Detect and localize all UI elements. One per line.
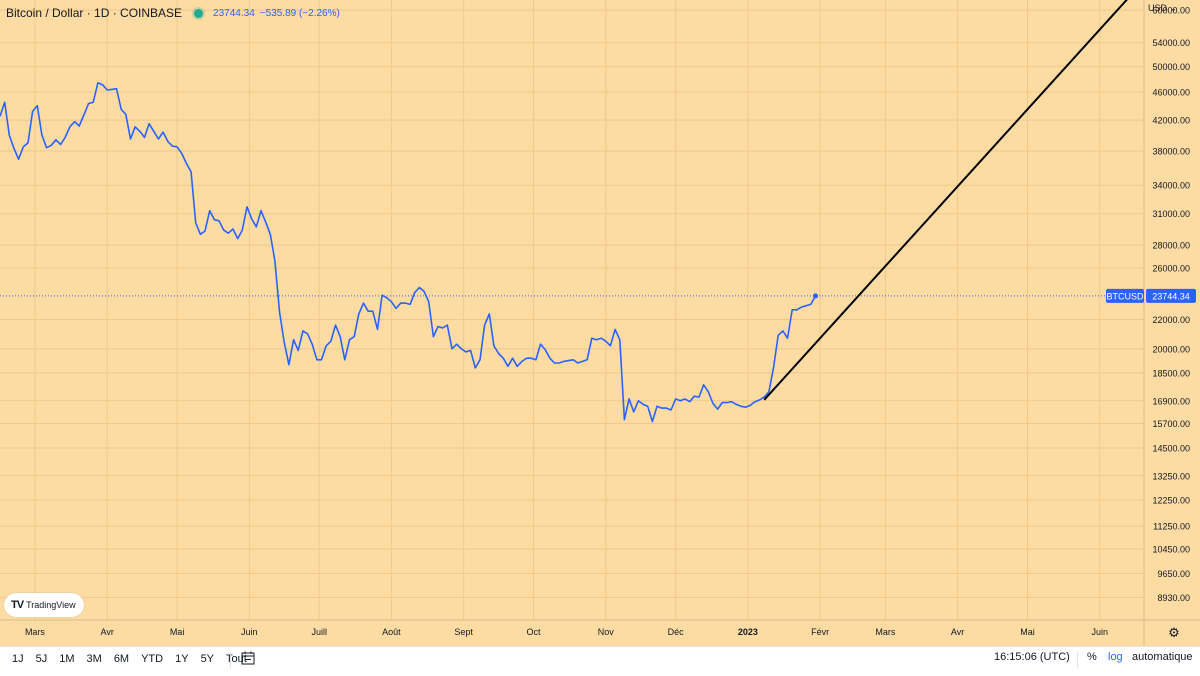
auto-scale-toggle[interactable]: automatique [1132, 651, 1193, 663]
y-tick-label: 16900.00 [1152, 396, 1190, 406]
currency-label: USD [1148, 3, 1168, 13]
y-tick-label: 8930.00 [1157, 593, 1190, 603]
percent-toggle[interactable]: % [1087, 651, 1097, 663]
range-button[interactable]: 3M [86, 652, 102, 665]
toolbar-divider [1077, 652, 1078, 668]
y-tick-label: 11250.00 [1153, 522, 1190, 532]
price-tag-label: 23744.34 [1152, 291, 1190, 301]
y-tick-label: 13250.00 [1152, 471, 1190, 481]
log-toggle[interactable]: log [1108, 651, 1123, 663]
y-tick-label: 20000.00 [1152, 344, 1190, 354]
range-button[interactable]: 1M [59, 652, 75, 665]
currency-selector[interactable]: USD ⌄ [1148, 3, 1196, 14]
range-button[interactable]: 5J [35, 652, 48, 665]
y-tick-label: 42000.00 [1152, 116, 1190, 126]
range-button[interactable]: 5Y [200, 652, 215, 665]
range-button[interactable]: YTD [141, 652, 164, 665]
symbol-title[interactable]: Bitcoin / Dollar · 1D · COINBASE [6, 6, 183, 20]
bottom-toolbar: 1J 5J 1M 3M 6M YTD 1Y 5Y Tout 16:15:06 (UTC) % l… [0, 646, 1200, 676]
y-tick-label: 12250.00 [1152, 495, 1190, 505]
x-tick-label: Févr [811, 627, 829, 637]
y-tick-label: 28000.00 [1152, 241, 1190, 251]
chart-area[interactable]: 60000.00 54000.00 50000.00 46000.00 42000.00… [0, 0, 1200, 646]
tradingview-logo[interactable]: TV TradingView [4, 593, 84, 617]
y-tick-label: 46000.00 [1152, 88, 1190, 98]
y-tick-label: 18500.00 [1152, 368, 1190, 378]
symbol-header: Bitcoin / Dollar · 1D · COINBASE 23744.3… [6, 5, 340, 21]
y-tick-label: 50000.00 [1152, 62, 1190, 72]
price-tag [1146, 288, 1196, 303]
range-button[interactable]: 6M [113, 652, 130, 665]
x-tick-label: Juill [311, 627, 327, 637]
x-tick-label: Avr [101, 627, 114, 637]
y-tick-label: 31000.00 [1152, 209, 1190, 219]
y-tick-label: 22000.00 [1152, 315, 1190, 325]
market-open-icon [194, 8, 204, 18]
y-tick-label: 14500.00 [1152, 443, 1190, 453]
x-tick-label: Nov [598, 627, 615, 637]
symbol-tag-label: BTCUSD [1106, 291, 1144, 301]
x-tick-label: Déc [668, 627, 685, 637]
last-point-marker [812, 293, 818, 299]
y-tick-label: 10450.00 [1152, 544, 1190, 554]
y-tick-label: 9650.00 [1157, 569, 1190, 579]
y-tick-label: 60000.00 [1152, 6, 1190, 16]
y-tick-label: 15700.00 [1152, 419, 1190, 429]
logo-text: TradingView [26, 600, 76, 610]
y-tick-label: 26000.00 [1152, 263, 1190, 273]
y-tick-label: 54000.00 [1152, 38, 1190, 48]
price-change: −535.89 (−2.26%) [259, 7, 340, 19]
x-tick-label: Oct [527, 627, 542, 637]
x-tick-label: Mars [25, 627, 45, 637]
clock-time[interactable]: 16:15:06 (UTC) [994, 651, 1070, 663]
range-button[interactable]: 1J [12, 652, 24, 665]
tradingview-icon: TV [11, 599, 24, 611]
x-tick-label: 2023 [738, 627, 758, 637]
price-series-line[interactable] [0, 82, 817, 423]
x-tick-label: Mai [170, 627, 185, 637]
price-chart[interactable]: 60000.00 54000.00 50000.00 46000.00 42000.00… [0, 0, 1200, 646]
chevron-down-icon: ⌄ [1169, 3, 1178, 13]
last-price: 23744.34 [213, 7, 255, 19]
x-tick-label: Mai [1020, 627, 1035, 637]
symbol-tag [1106, 288, 1144, 303]
x-tick-label: Juin [241, 627, 258, 637]
x-tick-label: Avr [951, 627, 964, 637]
range-button[interactable]: 1Y [175, 652, 189, 665]
y-tick-label: 34000.00 [1152, 181, 1190, 191]
toolbar-divider [230, 652, 231, 668]
calendar-icon[interactable] [241, 651, 255, 665]
x-tick-label: Sept [454, 627, 473, 637]
y-tick-label: 38000.00 [1152, 146, 1190, 156]
x-tick-label: Juin [1091, 627, 1108, 637]
trend-line-drawing[interactable] [763, 0, 1144, 401]
x-tick-label: Août [382, 627, 401, 637]
range-buttons: 1J 5J 1M 3M 6M YTD 1Y 5Y Tout [6, 647, 253, 670]
x-tick-label: Mars [875, 627, 895, 637]
settings-gear-icon[interactable]: ⚙ [1168, 626, 1180, 641]
